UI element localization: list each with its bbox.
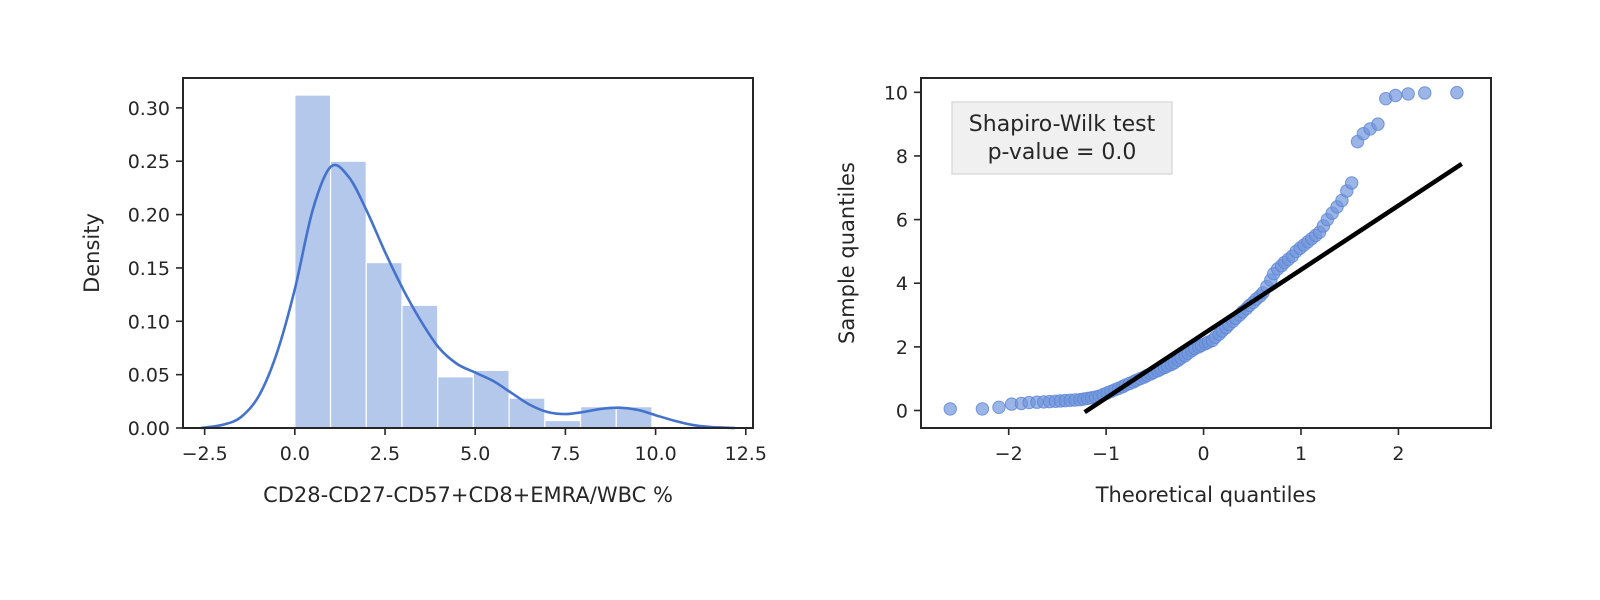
x-tick-label: −1 (1092, 443, 1120, 465)
y-tick-label: 10 (884, 82, 908, 104)
histogram-axes-frame (182, 77, 754, 429)
qq-point (1344, 176, 1359, 190)
qq-point (1388, 88, 1403, 103)
kde-curve (200, 163, 736, 430)
y-tick-label: 8 (896, 146, 908, 168)
x-tick-label: 0 (1198, 443, 1210, 465)
x-tick-label: 0.0 (280, 443, 310, 465)
x-tick-label: 12.5 (725, 443, 767, 465)
qq-point (975, 402, 990, 416)
histogram-panel: −2.5 0.0 2.5 5.0 7.5 10.0 12.5 0.00 0.05 0.10 0.1… (80, 77, 767, 507)
y-tick-label: 0.10 (128, 311, 170, 333)
qq-y-ticks: 0 2 4 6 8 10 (884, 82, 921, 423)
qq-reference-line (1083, 162, 1464, 414)
y-tick-label: 0.20 (128, 205, 170, 227)
histogram-bar (365, 262, 403, 429)
y-tick-label: 6 (896, 210, 908, 232)
histogram-bars (294, 94, 653, 429)
qq-point (943, 402, 957, 416)
histogram-x-ticks: −2.5 0.0 2.5 5.0 7.5 10.0 12.5 (182, 428, 767, 465)
qq-point (992, 400, 1006, 415)
y-tick-label: 0.00 (128, 418, 170, 440)
x-tick-label: −2.5 (182, 443, 228, 465)
x-tick-label: 5.0 (460, 443, 490, 465)
y-tick-label: 4 (896, 273, 908, 295)
qq-y-axis-label: Sample quantiles (835, 162, 859, 344)
histogram-bar (508, 397, 546, 429)
qq-point (1418, 86, 1432, 100)
qq-point (1450, 85, 1464, 100)
y-tick-label: 0.15 (128, 258, 170, 280)
x-tick-label: 1 (1295, 443, 1307, 465)
histogram-bar (329, 160, 367, 429)
y-tick-label: 2 (896, 337, 908, 359)
histogram-bar (401, 304, 439, 429)
y-tick-label: 0.05 (128, 365, 170, 387)
annotation-box (951, 101, 1173, 175)
x-tick-label: 2 (1392, 443, 1404, 465)
histogram-bar (544, 419, 582, 429)
qq-x-ticks: −2 −1 0 1 2 (995, 428, 1404, 465)
x-tick-label: 10.0 (634, 443, 676, 465)
histogram-bar (437, 376, 475, 429)
qq-axes-frame (920, 77, 1492, 429)
qq-point (1371, 117, 1385, 131)
x-tick-label: 2.5 (370, 443, 400, 465)
qq-plot-panel: Shapiro-Wilk test p-value = 0.0 −2 −1 0 1 2 … (835, 77, 1492, 507)
shapiro-wilk-annotation: Shapiro-Wilk test p-value = 0.0 (951, 101, 1173, 175)
y-tick-label: 0 (896, 401, 908, 423)
histogram-x-axis-label: CD28-CD27-CD57+CD8+EMRA/WBC % (263, 483, 673, 507)
x-tick-label: 7.5 (550, 443, 580, 465)
qq-x-axis-label: Theoretical quantiles (1095, 483, 1317, 507)
annotation-line-1: Shapiro-Wilk test (969, 112, 1156, 137)
histogram-y-ticks: 0.00 0.05 0.10 0.15 0.20 0.25 0.30 (128, 98, 183, 440)
histogram-y-axis-label: Density (80, 213, 104, 293)
y-tick-label: 0.25 (128, 151, 170, 173)
qq-point (1401, 87, 1415, 101)
annotation-line-2: p-value = 0.0 (988, 140, 1137, 165)
x-tick-label: −2 (995, 443, 1023, 465)
y-tick-label: 0.30 (128, 98, 170, 120)
